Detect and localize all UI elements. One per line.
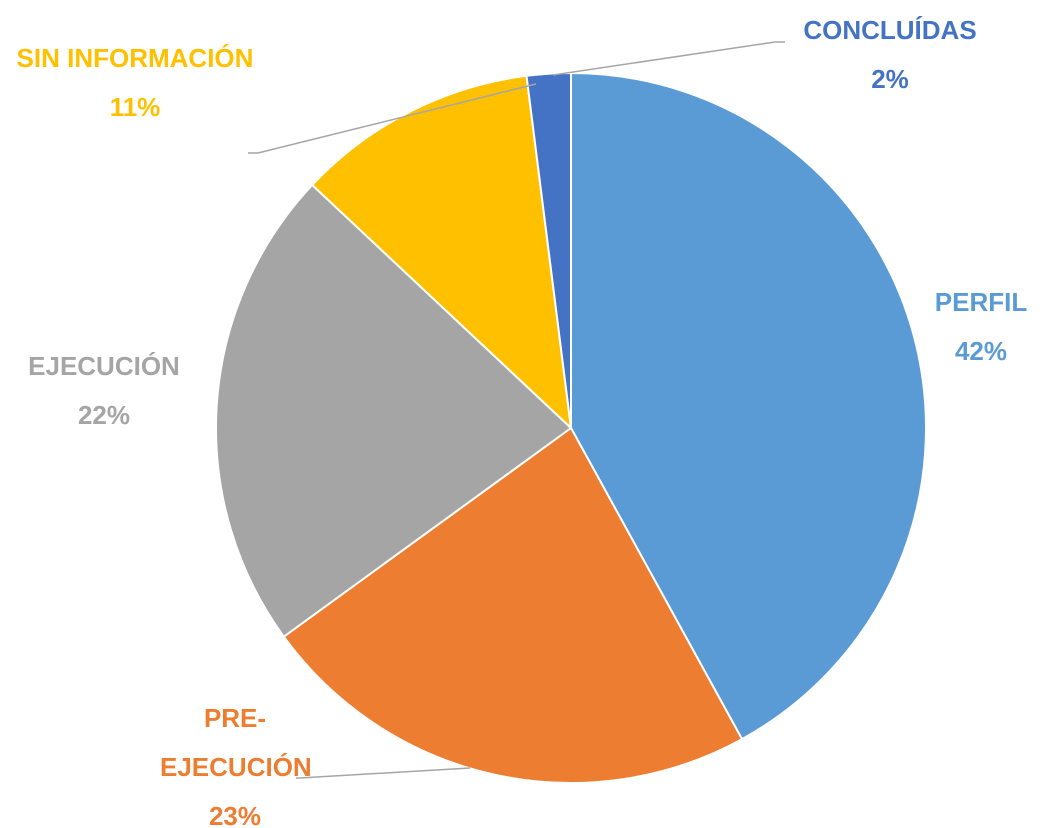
- leader-line: [552, 41, 785, 76]
- pie-slice: [310, 74, 573, 431]
- pie-slice: [215, 183, 573, 639]
- label-value: 23%: [208, 801, 262, 828]
- pie-slice: [570, 71, 927, 741]
- data-label: CONCLUÍDAS 2%: [760, 6, 1020, 104]
- label-value: 42%: [954, 336, 1008, 366]
- label-value: 2%: [871, 64, 909, 94]
- label-name: PERFIL: [934, 287, 1028, 317]
- data-label: PERFIL 42%: [921, 278, 1041, 376]
- data-label: SIN INFORMACIÓN 11%: [10, 34, 260, 132]
- data-label: PRE-EJECUCIÓN 23%: [160, 694, 312, 828]
- leader-line: [248, 83, 537, 154]
- label-name: EJECUCIÓN: [28, 351, 180, 381]
- leader-line: [296, 767, 471, 779]
- label-name: CONCLUÍDAS: [803, 15, 977, 45]
- label-value: 11%: [109, 92, 161, 122]
- pie-slice: [282, 426, 744, 784]
- data-label: EJECUCIÓN 22%: [0, 342, 208, 440]
- label-name: SIN INFORMACIÓN: [16, 43, 254, 73]
- label-name: PRE-EJECUCIÓN: [160, 703, 312, 782]
- label-value: 22%: [77, 400, 131, 430]
